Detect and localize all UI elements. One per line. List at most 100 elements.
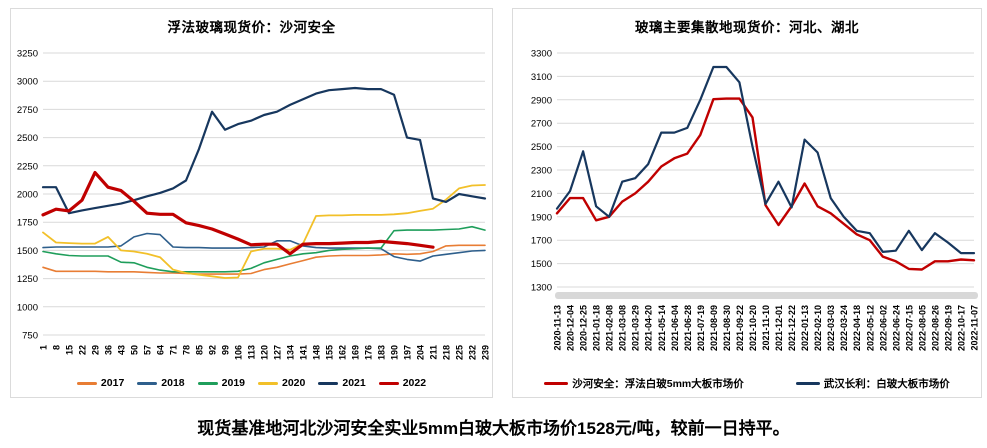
svg-text:2021-11-10: 2021-11-10 xyxy=(761,305,771,351)
legend-item-2021: 2021 xyxy=(318,377,366,389)
svg-text:50: 50 xyxy=(130,345,140,355)
svg-text:2021-09-22: 2021-09-22 xyxy=(735,305,745,351)
svg-text:1: 1 xyxy=(39,345,49,350)
svg-text:190: 190 xyxy=(390,345,400,360)
svg-text:113: 113 xyxy=(247,345,257,360)
svg-text:2022-03-24: 2022-03-24 xyxy=(839,305,849,351)
legend-swatch xyxy=(378,381,399,385)
svg-text:2021-07-19: 2021-07-19 xyxy=(696,305,706,351)
svg-text:43: 43 xyxy=(117,345,127,355)
svg-text:183: 183 xyxy=(377,345,387,360)
svg-text:127: 127 xyxy=(273,345,283,360)
svg-text:2022-08-05: 2022-08-05 xyxy=(917,305,927,351)
float-glass-spot-price-chart-card: 浮法玻璃现货价：沙河安全 750 1000 1250 1500 1750 2000 2250… xyxy=(10,8,493,398)
svg-text:22: 22 xyxy=(78,345,88,355)
svg-text:232: 232 xyxy=(468,345,478,360)
legend-swatch xyxy=(137,381,158,385)
svg-text:750: 750 xyxy=(22,331,38,342)
svg-text:2000: 2000 xyxy=(17,190,38,201)
svg-text:3250: 3250 xyxy=(17,49,38,60)
right-chart-title: 玻璃主要集散地现货价：河北、湖北 xyxy=(635,20,859,35)
svg-text:2021-02-08: 2021-02-08 xyxy=(605,305,615,351)
svg-text:2022-06-24: 2022-06-24 xyxy=(891,305,901,351)
svg-text:2021-12-22: 2021-12-22 xyxy=(787,305,797,351)
svg-text:2022-06-02: 2022-06-02 xyxy=(878,305,888,351)
svg-text:3100: 3100 xyxy=(531,72,552,83)
svg-text:239: 239 xyxy=(481,345,491,360)
svg-text:2022-05-12: 2022-05-12 xyxy=(865,305,875,351)
legend-item-2022: 2022 xyxy=(378,377,426,389)
svg-text:225: 225 xyxy=(455,345,465,360)
y-axis-labels: 750 1000 1250 1500 1750 2000 2250 2500 2750 3000 3… xyxy=(17,49,38,342)
svg-text:2022-04-18: 2022-04-18 xyxy=(852,305,862,351)
series-line-2019 xyxy=(42,225,486,273)
svg-text:2022-02-10: 2022-02-10 xyxy=(813,305,823,351)
left-chart-plot: 7501000125015001750200022502500275030003… xyxy=(17,49,491,361)
chart-scrollbar[interactable] xyxy=(555,292,978,299)
x-axis-labels: 1 8 15 22 29 36 43 50 57 64 71 78 85 92 99 106 113 120 127… xyxy=(39,345,491,360)
summary-caption: 现货基准地河北沙河安全实业5mm白玻大板市场价1528元/吨，较前一日持平。 xyxy=(197,419,790,438)
svg-text:2022-11-07: 2022-11-07 xyxy=(970,305,980,351)
svg-text:99: 99 xyxy=(221,345,231,355)
svg-text:2021-03-08: 2021-03-08 xyxy=(618,305,628,351)
svg-text:141: 141 xyxy=(299,345,309,360)
legend-item-武汉长利：白玻大板市场价: 武汉长利：白玻大板市场价 xyxy=(795,376,950,391)
svg-text:1750: 1750 xyxy=(17,218,38,229)
svg-text:148: 148 xyxy=(312,345,322,360)
y-axis-labels: 1300 1500 1700 1900 2100 2300 2500 2700 2900 3100… xyxy=(531,49,552,294)
svg-text:2021-08-30: 2021-08-30 xyxy=(722,305,732,351)
x-axis-labels: 2020-11-13 2020-12-04 2020-12-25 2021-01-18… xyxy=(553,305,980,351)
svg-text:2021-03-29: 2021-03-29 xyxy=(631,305,641,351)
svg-text:64: 64 xyxy=(156,345,166,355)
svg-text:85: 85 xyxy=(195,345,205,355)
svg-text:2300: 2300 xyxy=(531,166,552,177)
legend-label: 2019 xyxy=(221,377,245,389)
svg-text:1500: 1500 xyxy=(531,259,552,270)
series-line-2022 xyxy=(41,171,435,256)
svg-text:197: 197 xyxy=(403,345,413,360)
svg-text:106: 106 xyxy=(234,345,244,360)
svg-text:29: 29 xyxy=(91,345,101,355)
svg-text:2021-01-18: 2021-01-18 xyxy=(592,305,602,351)
legend-item-2017: 2017 xyxy=(76,377,125,389)
svg-text:92: 92 xyxy=(208,345,218,355)
gridlines xyxy=(43,52,485,336)
svg-text:3000: 3000 xyxy=(17,77,38,88)
svg-text:1500: 1500 xyxy=(17,246,38,257)
svg-text:15: 15 xyxy=(65,345,75,355)
svg-text:2700: 2700 xyxy=(531,119,552,130)
svg-text:162: 162 xyxy=(338,345,348,360)
legend-swatch xyxy=(76,381,97,385)
legend-label: 2021 xyxy=(342,377,366,389)
svg-text:155: 155 xyxy=(325,345,335,360)
left-chart-legend: 2017 2018 2019 2020 2021 2022 xyxy=(11,373,492,393)
legend-swatch xyxy=(318,381,339,385)
legend-swatch xyxy=(795,381,820,385)
legend-item-2018: 2018 xyxy=(137,377,185,389)
svg-text:2022-03-03: 2022-03-03 xyxy=(826,305,836,351)
svg-text:1000: 1000 xyxy=(17,302,38,313)
legend-item-2020: 2020 xyxy=(258,377,305,389)
svg-text:2500: 2500 xyxy=(531,142,552,153)
svg-text:2900: 2900 xyxy=(531,95,552,106)
left-chart-title: 浮法玻璃现货价：沙河安全 xyxy=(167,20,336,35)
svg-text:2021-06-04: 2021-06-04 xyxy=(670,305,680,351)
svg-text:204: 204 xyxy=(416,345,426,360)
distribution-hub-spot-price-chart-card: 玻璃主要集散地现货价：河北、湖北 1300 1500 1700 1900 2100 230… xyxy=(512,8,982,398)
svg-text:2020-12-04: 2020-12-04 xyxy=(566,305,576,351)
svg-text:2022-08-26: 2022-08-26 xyxy=(930,305,940,351)
svg-text:2022-09-19: 2022-09-19 xyxy=(943,305,953,351)
legend-label: 2017 xyxy=(100,377,125,389)
svg-text:120: 120 xyxy=(260,345,270,360)
svg-text:2021-05-14: 2021-05-14 xyxy=(657,305,667,351)
svg-text:176: 176 xyxy=(364,345,374,360)
legend-item-2019: 2019 xyxy=(197,377,245,389)
legend-swatch xyxy=(544,381,569,385)
svg-text:2250: 2250 xyxy=(17,161,38,172)
series-line-武汉长利：白玻大板市场价 xyxy=(555,65,976,255)
svg-text:2022-01-13: 2022-01-13 xyxy=(800,305,810,351)
svg-text:218: 218 xyxy=(442,345,452,360)
svg-text:1700: 1700 xyxy=(531,236,552,247)
svg-text:71: 71 xyxy=(169,345,179,355)
svg-text:134: 134 xyxy=(286,345,296,360)
